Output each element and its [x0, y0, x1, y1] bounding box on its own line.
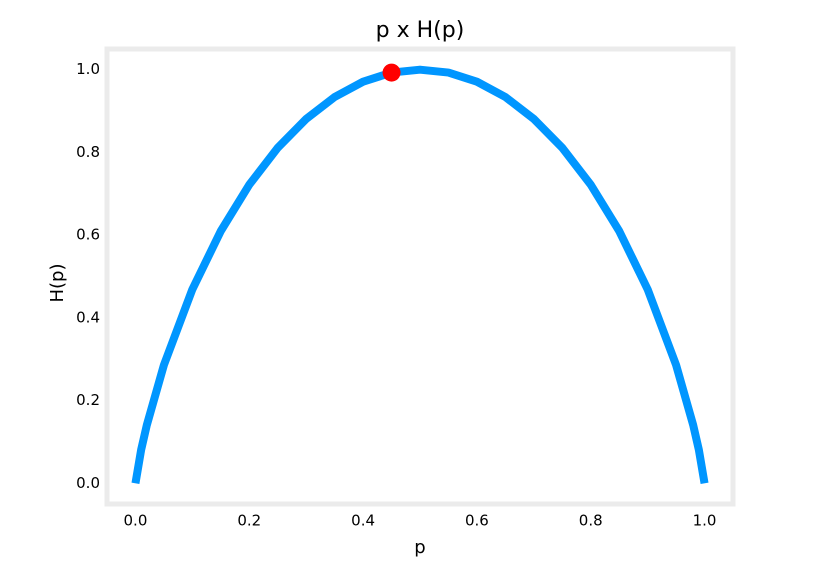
x-tick-label: 0.4 — [351, 512, 375, 530]
x-tick-label: 0.2 — [237, 512, 261, 530]
chart-title: p x H(p) — [376, 18, 465, 43]
y-tick-label: 0.4 — [76, 308, 100, 326]
y-tick-label: 0.2 — [76, 391, 100, 409]
y-tick-label: 0.8 — [76, 143, 100, 161]
line-series — [131, 65, 709, 484]
x-tick-label: 0.6 — [465, 512, 489, 530]
x-tick-label: 0.8 — [579, 512, 603, 530]
x-tick-label: 1.0 — [693, 512, 717, 530]
plot-frame — [104, 46, 736, 507]
x-tick-label: 0.0 — [124, 512, 148, 530]
y-tick-label: 0.0 — [76, 474, 100, 492]
y-tick-label: 1.0 — [76, 60, 100, 78]
x-axis-label: p — [414, 537, 425, 558]
highlight-point — [382, 63, 401, 82]
y-tick-label: 0.6 — [76, 226, 100, 244]
y-axis-label: H(p) — [47, 263, 68, 302]
